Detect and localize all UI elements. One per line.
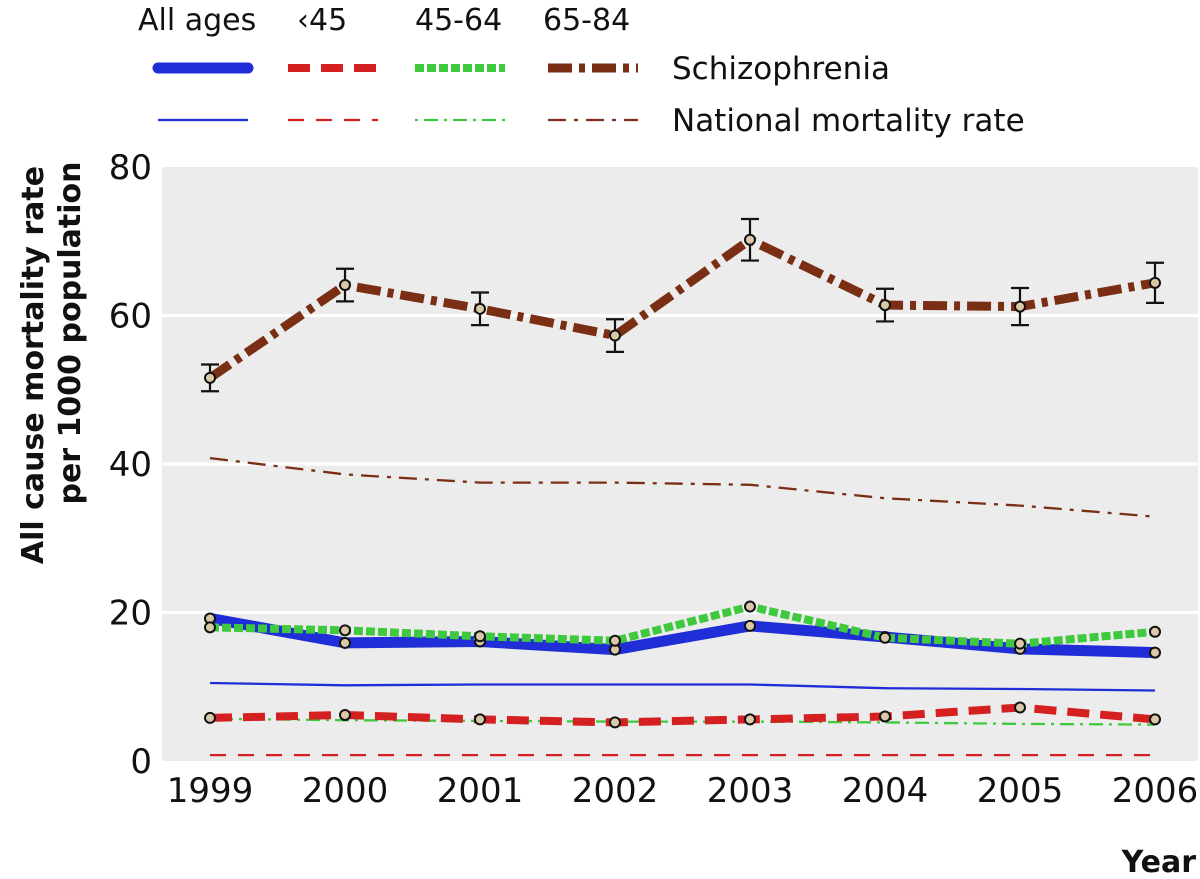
point-schizophrenia-65-84-2004 — [879, 299, 891, 312]
series-national-all-ages — [209, 681, 1156, 692]
y-tick-label-0: 0 — [130, 742, 152, 782]
series-layer — [201, 217, 1164, 757]
point-schizophrenia-65-84-2006 — [1149, 276, 1161, 289]
point-schizophrenia-65-84-2005 — [1014, 300, 1026, 313]
x-tick-label-2003: 2003 — [707, 771, 794, 811]
y-tick-label-60: 60 — [109, 297, 152, 337]
legend-label-schizophrenia: Schizophrenia — [672, 51, 890, 87]
point-schizophrenia-under-45-2004 — [879, 710, 891, 723]
line-schizophrenia-45-64 — [209, 602, 1156, 648]
series-schizophrenia-45-64 — [204, 600, 1161, 650]
x-tick-label-2005: 2005 — [977, 771, 1064, 811]
y-axis-label-line-2: per 1000 population — [53, 161, 88, 504]
point-schizophrenia-65-84-1999 — [204, 371, 216, 384]
y-tick-label-20: 20 — [109, 594, 152, 634]
line-national-45-64 — [209, 717, 1156, 726]
line-national-65-84 — [209, 456, 1156, 518]
point-schizophrenia-45-64-2006 — [1149, 625, 1161, 638]
legend-swatches — [152, 62, 638, 122]
point-schizophrenia-45-64-2004 — [879, 631, 891, 644]
x-tick-label-2001: 2001 — [437, 771, 524, 811]
x-tick-label-2006: 2006 — [1112, 771, 1199, 811]
point-schizophrenia-65-84-2002 — [609, 329, 621, 342]
point-schizophrenia-45-64-2005 — [1014, 637, 1026, 650]
series-schizophrenia-under-45 — [204, 701, 1161, 729]
point-schizophrenia-under-45-2006 — [1149, 713, 1161, 726]
y-tick-label-40: 40 — [109, 445, 152, 485]
point-schizophrenia-65-84-2000 — [339, 279, 351, 292]
legend-label-national-rate: National mortality rate — [672, 103, 1025, 139]
series-national-65-84 — [209, 456, 1156, 518]
legend-header-all-ages: All ages — [138, 3, 256, 38]
x-axis-ticks: 1999 2000 2001 2002 2003 2004 2005 2006 — [167, 771, 1199, 811]
line-schizophrenia-under-45 — [209, 703, 1156, 727]
point-schizophrenia-under-45-1999 — [204, 711, 216, 724]
y-axis-ticks: 0 20 40 60 80 — [109, 148, 152, 782]
point-schizophrenia-45-64-2000 — [339, 624, 351, 637]
series-national-45-64 — [209, 717, 1156, 726]
x-tick-label-1999: 1999 — [167, 771, 254, 811]
point-schizophrenia-under-45-2002 — [609, 716, 621, 729]
point-schizophrenia-under-45-2005 — [1014, 701, 1026, 714]
point-schizophrenia-all-ages-2003 — [744, 619, 756, 632]
series-schizophrenia-65-84 — [201, 217, 1164, 393]
x-tick-label-2004: 2004 — [842, 771, 929, 811]
point-schizophrenia-45-64-2003 — [744, 600, 756, 613]
point-schizophrenia-all-ages-2006 — [1149, 646, 1161, 659]
legend-header-45-64: 45-64 — [415, 3, 502, 38]
line-schizophrenia-all-ages — [204, 612, 1161, 659]
line-national-all-ages — [209, 681, 1156, 692]
x-axis-label: Year — [1121, 845, 1197, 879]
x-tick-label-2002: 2002 — [572, 771, 659, 811]
legend-header-under-45: ‹45 — [297, 3, 347, 38]
x-tick-label-2000: 2000 — [302, 771, 389, 811]
point-schizophrenia-45-64-2002 — [609, 634, 621, 647]
y-axis-label-line-1: All cause mortality rate — [16, 166, 51, 564]
legend-header-65-84: 65-84 — [543, 3, 630, 38]
point-schizophrenia-under-45-2000 — [339, 708, 351, 721]
point-schizophrenia-65-84-2001 — [474, 302, 486, 315]
y-tick-label-80: 80 — [109, 148, 152, 188]
point-schizophrenia-45-64-2001 — [474, 630, 486, 643]
point-schizophrenia-under-45-2003 — [744, 713, 756, 726]
point-schizophrenia-under-45-2001 — [474, 713, 486, 726]
point-schizophrenia-all-ages-2000 — [339, 636, 351, 649]
gridlines — [162, 314, 1198, 614]
point-schizophrenia-45-64-1999 — [204, 621, 216, 634]
line-schizophrenia-65-84 — [207, 235, 1156, 382]
point-schizophrenia-65-84-2003 — [744, 233, 756, 246]
